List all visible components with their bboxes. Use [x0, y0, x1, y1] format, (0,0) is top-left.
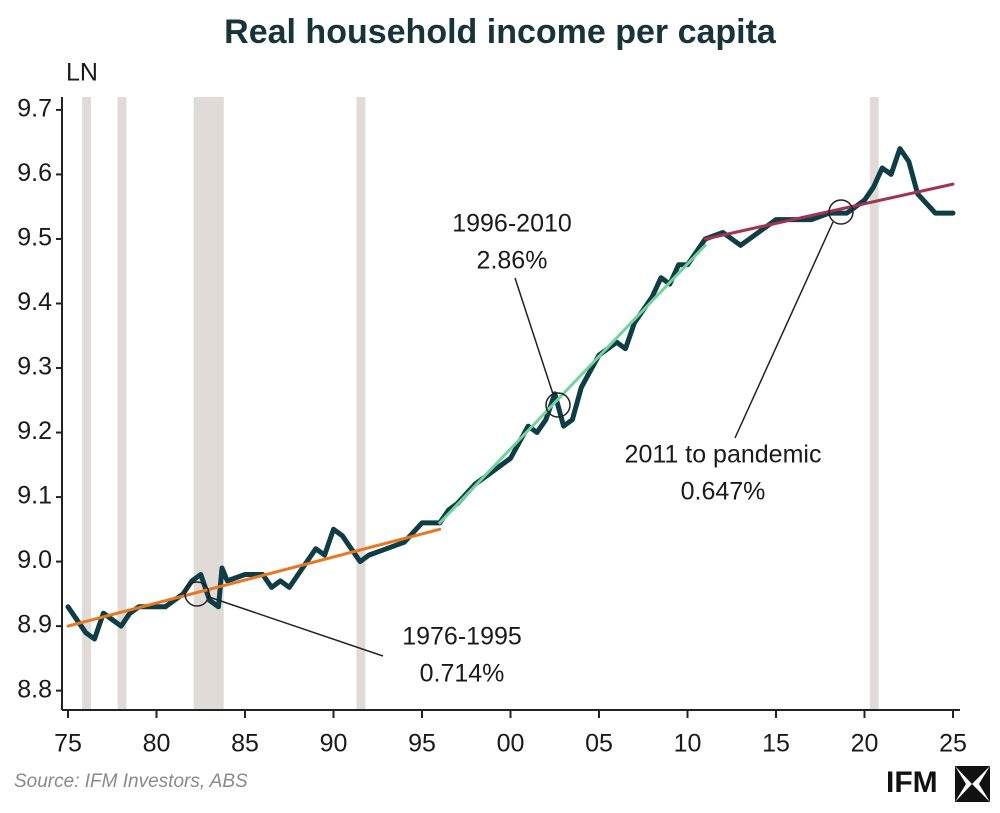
source: Source: IFM Investors, ABS [14, 771, 248, 792]
annotation-text: 0.714% [420, 660, 505, 688]
chart-title: Real household income per capita [224, 13, 777, 51]
y-tick-label: 9.6 [17, 159, 52, 187]
annotation-text: 1996-2010 [452, 210, 572, 238]
annotation-text: 2011 to pandemic [625, 441, 822, 469]
shaded-period [356, 97, 366, 710]
x-tick-label: 75 [54, 730, 82, 758]
annotation-pointer [734, 221, 834, 439]
y-tick-label: 9.1 [17, 482, 52, 510]
x-tick-label: 05 [585, 730, 613, 758]
shaded-period [117, 97, 127, 710]
x-tick-label: 80 [143, 730, 171, 758]
trend-line [438, 243, 707, 525]
x-tick-label: 15 [762, 730, 790, 758]
x-tick-label: 95 [408, 730, 436, 758]
y-tick-label: 9.3 [17, 353, 52, 381]
x-tick-label: 10 [674, 730, 702, 758]
x-tick-label: 20 [851, 730, 879, 758]
annotation-text: 1976-1995 [402, 623, 522, 651]
x-tick-label: 90 [320, 730, 348, 758]
y-tick-label: 9.0 [17, 546, 52, 574]
x-tick-label: 00 [497, 730, 525, 758]
x-tick-label: 85 [231, 730, 259, 758]
x-tick-label: 25 [939, 730, 967, 758]
y-tick-label: 9.4 [17, 288, 52, 316]
y-tick-label: 9.7 [17, 95, 52, 123]
annotation-circle [545, 392, 571, 418]
shaded-period [82, 97, 92, 710]
annotation-pointer [514, 277, 554, 395]
annotation-circle [828, 199, 854, 225]
annotation-pointer [208, 596, 384, 657]
y-tick-label: 8.9 [17, 611, 52, 639]
trend-line [66, 527, 442, 628]
shaded-period [193, 97, 224, 710]
annotation-text: 2.86% [477, 247, 548, 275]
y-tick-label: 9.5 [17, 224, 52, 252]
logo-text: IFM [886, 766, 938, 799]
shaded-period [869, 97, 879, 710]
y-tick-label: 8.8 [17, 675, 52, 703]
logo-mark [955, 766, 990, 802]
annotation-text: 0.647% [681, 478, 766, 506]
annotation-circle [184, 581, 210, 607]
y-tick-label: 9.2 [17, 417, 52, 445]
y-axis-label: LN [66, 59, 98, 87]
